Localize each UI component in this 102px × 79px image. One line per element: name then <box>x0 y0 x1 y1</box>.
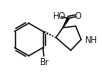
Text: HO: HO <box>52 12 65 21</box>
Text: O: O <box>74 12 81 21</box>
Polygon shape <box>63 18 69 28</box>
Text: Br: Br <box>39 58 49 67</box>
Text: NH: NH <box>84 36 97 45</box>
